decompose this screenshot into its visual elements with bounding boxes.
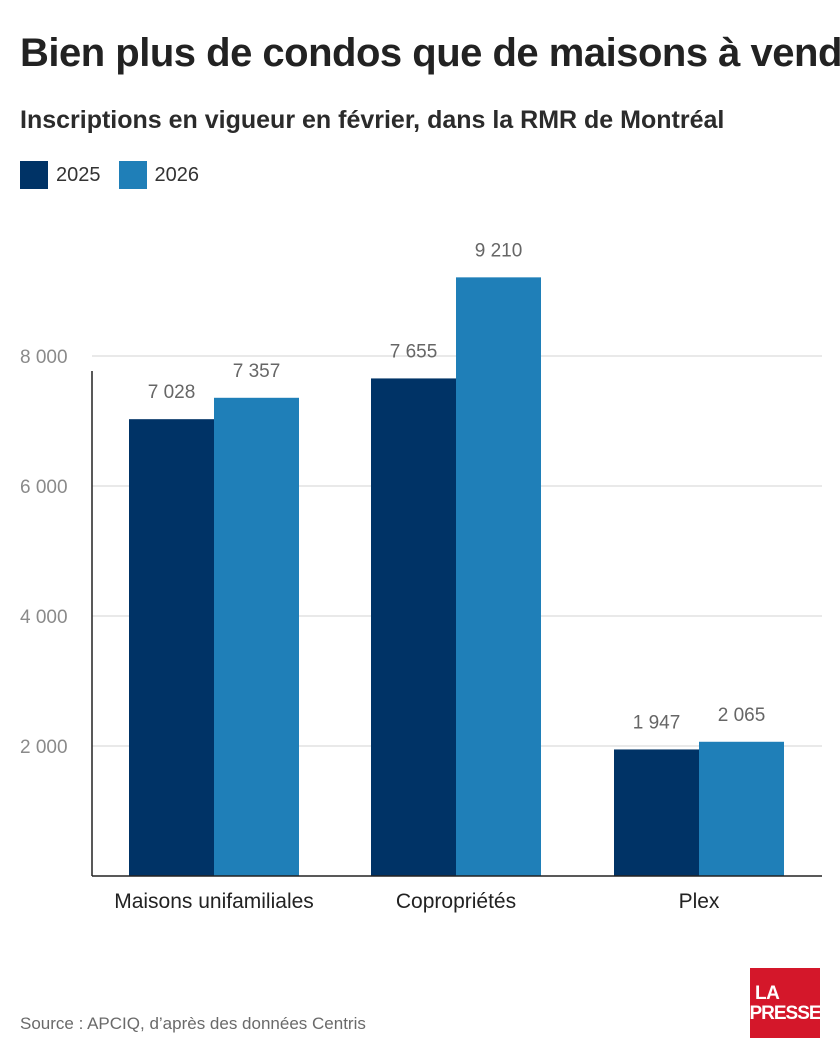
legend-label-2025: 2025: [56, 163, 101, 186]
logo-line-1: LA: [755, 982, 780, 1004]
la-presse-logo: LA PRESSE: [749, 968, 822, 1038]
legend-item-2026: 2026: [118, 161, 200, 189]
bar: [129, 419, 214, 876]
x-tick-label: Maisons unifamiliales: [114, 890, 314, 913]
data-label: 7 028: [148, 382, 196, 403]
legend-swatch-2025: [20, 161, 48, 189]
bar-chart: 2 000 4 000 6 000 8 000 7 028 7 357 Maisons un…: [20, 240, 822, 913]
y-tick-label: 2 000: [20, 737, 68, 758]
logo-line-2: PRESSE: [749, 1002, 821, 1024]
x-tick-label: Plex: [679, 890, 720, 913]
bar: [214, 397, 299, 876]
y-tick-label: 6 000: [20, 477, 68, 498]
legend: 2025 2026: [20, 160, 199, 190]
bar: [699, 741, 784, 876]
data-label: 9 210: [475, 240, 523, 261]
y-tick-label: 4 000: [20, 607, 68, 628]
chart-title: Bien plus de condos que de maisons à ven…: [20, 31, 840, 75]
legend-item-2025: 2025: [20, 161, 101, 189]
legend-swatch-2026: [118, 161, 147, 189]
y-tick-label: 8 000: [20, 347, 68, 368]
data-label: 1 947: [633, 712, 681, 733]
chart-subtitle: Inscriptions en vigueur en février, dans…: [20, 106, 725, 134]
data-label: 7 655: [390, 341, 438, 362]
bar: [371, 378, 456, 876]
data-label: 2 065: [718, 705, 766, 726]
data-label: 7 357: [233, 361, 281, 382]
x-tick-label: Copropriétés: [396, 890, 516, 913]
legend-label-2026: 2026: [154, 163, 200, 186]
bar: [614, 749, 699, 876]
bar: [456, 277, 541, 877]
source-note: Source : APCIQ, d’après des données Cent…: [20, 1014, 366, 1033]
